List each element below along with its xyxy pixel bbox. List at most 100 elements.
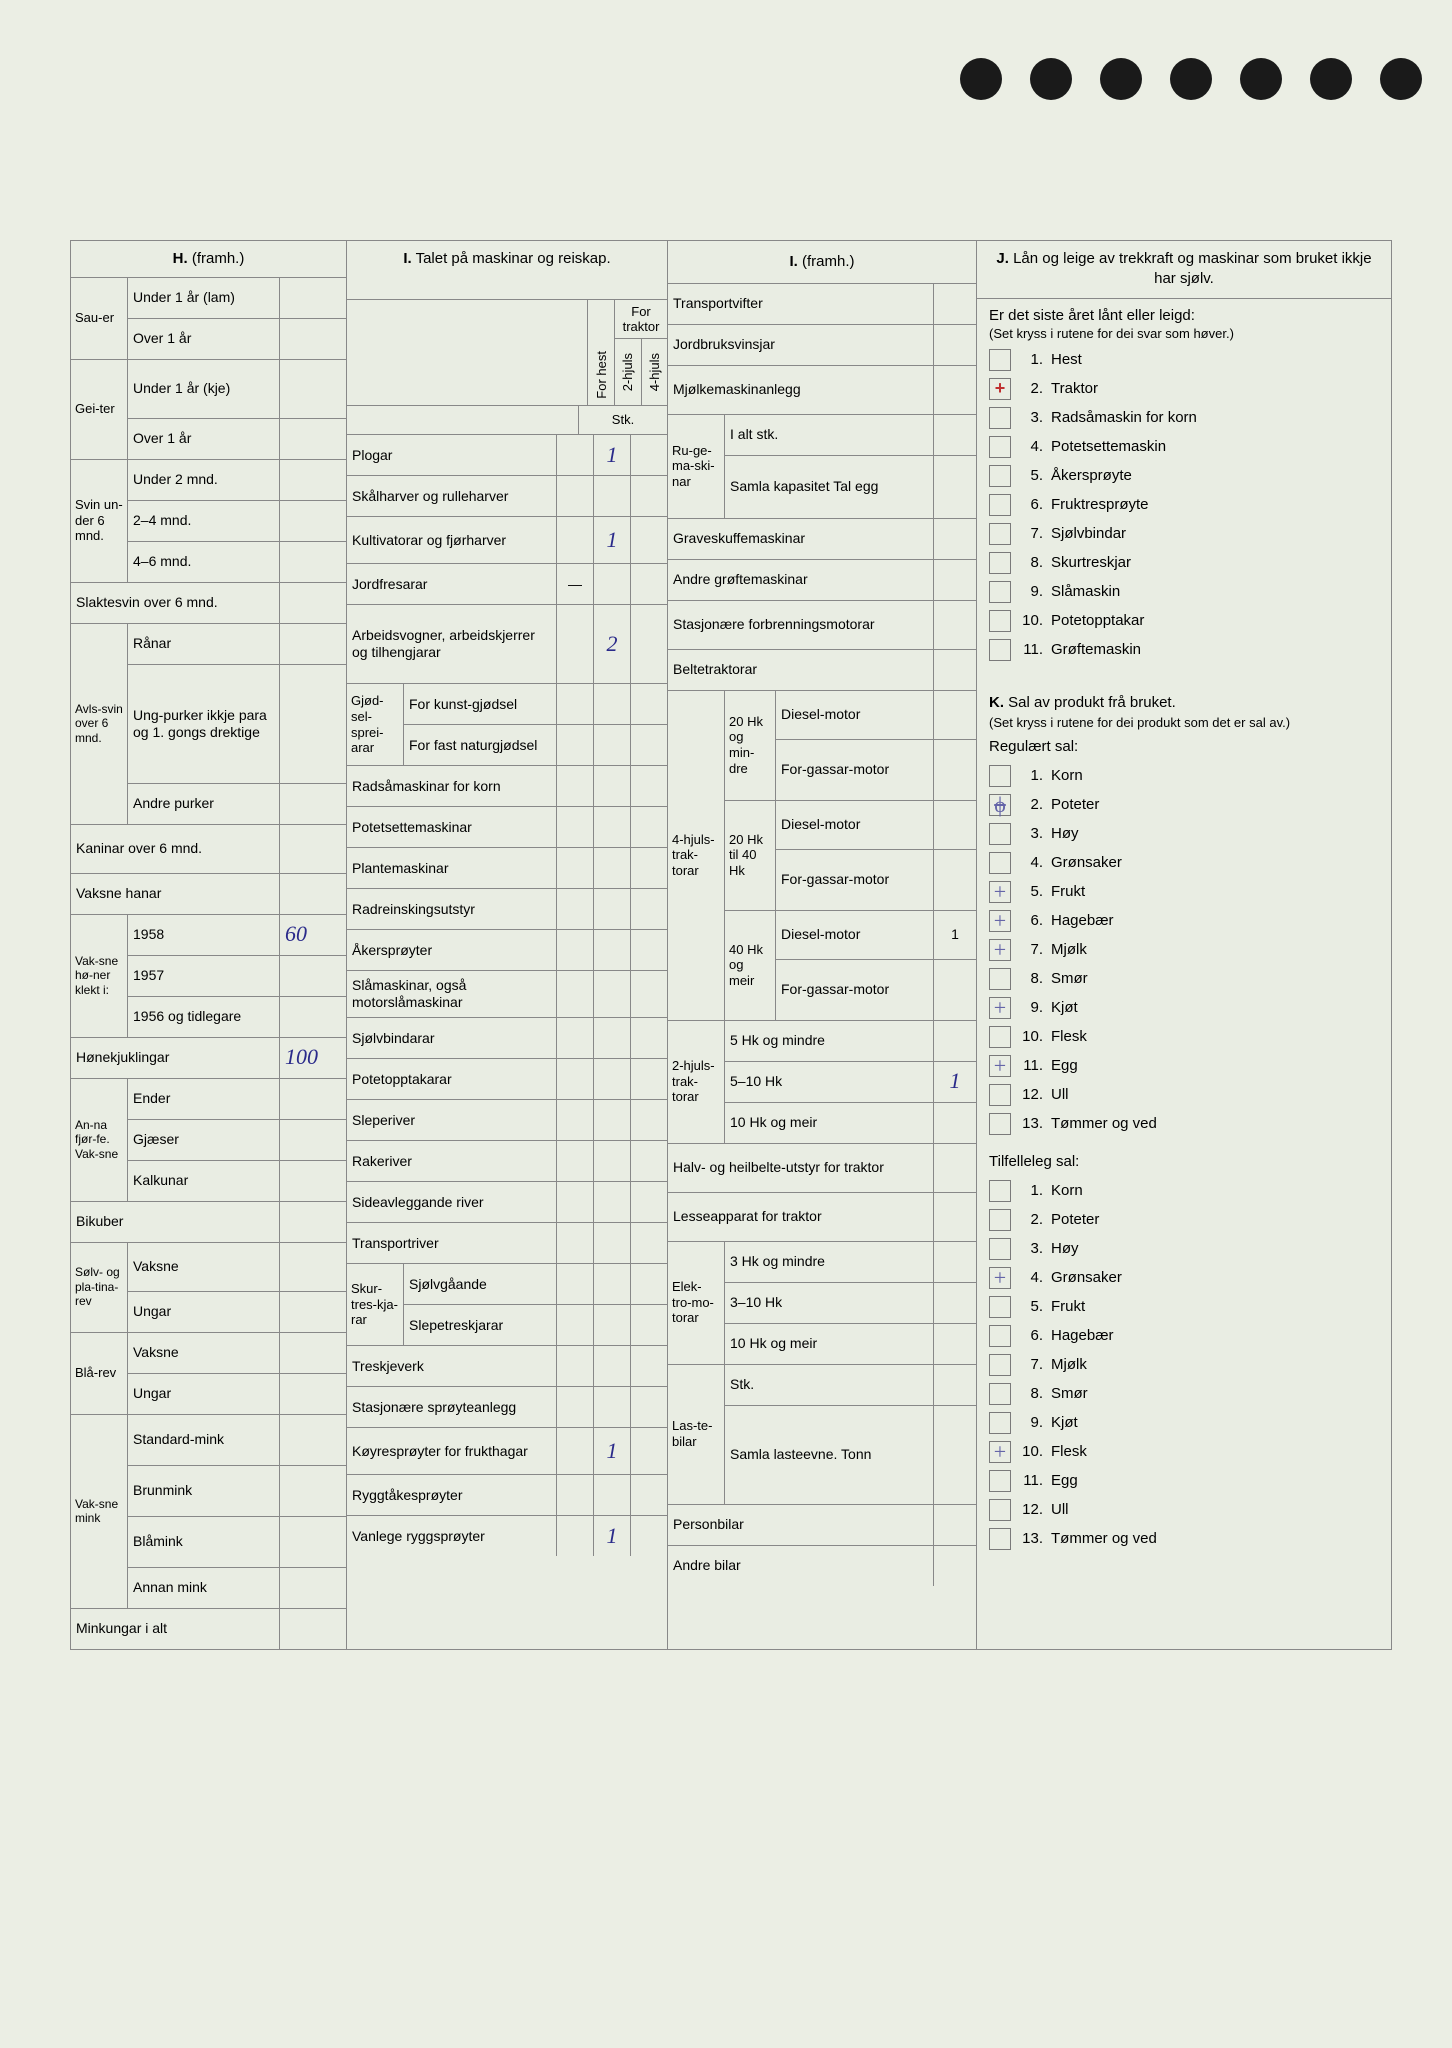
checkbox[interactable] (989, 1412, 1011, 1434)
checkbox[interactable] (989, 968, 1011, 990)
val[interactable] (594, 889, 631, 929)
val[interactable] (594, 1387, 631, 1427)
val[interactable] (557, 1100, 594, 1140)
val[interactable] (631, 1516, 667, 1556)
checkbox[interactable] (989, 852, 1011, 874)
val[interactable] (557, 1059, 594, 1099)
val[interactable] (594, 807, 631, 847)
val[interactable] (280, 278, 346, 318)
val[interactable] (557, 930, 594, 970)
val[interactable] (934, 850, 976, 910)
checkbox[interactable] (989, 1180, 1011, 1202)
checkbox[interactable]: + (989, 378, 1011, 400)
val[interactable] (557, 766, 594, 806)
checkbox[interactable]: + (989, 1267, 1011, 1289)
val[interactable] (594, 564, 631, 604)
checkbox[interactable] (989, 1209, 1011, 1231)
val[interactable] (594, 1059, 631, 1099)
checkbox[interactable]: + (989, 1055, 1011, 1077)
val[interactable] (594, 1475, 631, 1515)
val[interactable] (557, 1475, 594, 1515)
val[interactable] (631, 725, 667, 765)
val[interactable] (557, 435, 594, 475)
honer-1958-val[interactable]: 60 (280, 915, 346, 955)
val[interactable] (557, 476, 594, 516)
val[interactable] (280, 1161, 346, 1201)
val[interactable] (594, 1223, 631, 1263)
val[interactable] (934, 740, 976, 800)
val[interactable] (280, 1243, 346, 1291)
h2r2-val[interactable]: 1 (934, 1062, 976, 1102)
checkbox[interactable]: + (989, 939, 1011, 961)
checkbox[interactable]: + (989, 910, 1011, 932)
val[interactable] (934, 801, 976, 849)
val[interactable] (934, 601, 976, 649)
val[interactable] (557, 1387, 594, 1427)
val[interactable]: 1 (594, 1516, 631, 1556)
val[interactable] (631, 1059, 667, 1099)
val[interactable] (280, 360, 346, 418)
val[interactable] (280, 1202, 346, 1242)
val[interactable] (934, 519, 976, 559)
val[interactable] (280, 1517, 346, 1567)
val[interactable] (557, 1305, 594, 1345)
checkbox[interactable]: + (989, 1441, 1011, 1463)
val[interactable] (631, 1141, 667, 1181)
val[interactable] (557, 1141, 594, 1181)
val[interactable] (280, 874, 346, 914)
val[interactable]: 1 (594, 435, 631, 475)
val[interactable] (631, 807, 667, 847)
val[interactable] (280, 501, 346, 541)
val[interactable] (280, 319, 346, 359)
val[interactable] (594, 684, 631, 724)
val[interactable] (557, 1346, 594, 1386)
val[interactable] (557, 684, 594, 724)
checkbox[interactable]: ϕ (989, 794, 1011, 816)
checkbox[interactable] (989, 581, 1011, 603)
val[interactable] (934, 1324, 976, 1364)
val[interactable] (934, 1406, 976, 1504)
checkbox[interactable] (989, 552, 1011, 574)
val[interactable] (594, 1305, 631, 1345)
val[interactable] (280, 460, 346, 500)
val[interactable] (934, 691, 976, 739)
val[interactable] (934, 1546, 976, 1586)
checkbox[interactable] (989, 465, 1011, 487)
val[interactable] (280, 542, 346, 582)
val[interactable] (280, 1292, 346, 1332)
checkbox[interactable] (989, 1238, 1011, 1260)
val[interactable] (594, 725, 631, 765)
val[interactable] (631, 684, 667, 724)
val[interactable] (557, 1264, 594, 1304)
checkbox[interactable] (989, 494, 1011, 516)
val[interactable] (631, 766, 667, 806)
checkbox[interactable]: + (989, 881, 1011, 903)
checkbox[interactable] (989, 349, 1011, 371)
val[interactable] (631, 1182, 667, 1222)
val[interactable] (280, 1120, 346, 1160)
checkbox[interactable] (989, 1325, 1011, 1347)
g3r1-val[interactable]: 1 (934, 911, 976, 959)
val[interactable] (631, 1100, 667, 1140)
val[interactable] (934, 366, 976, 414)
val[interactable] (934, 560, 976, 600)
val[interactable] (631, 476, 667, 516)
checkbox[interactable] (989, 1296, 1011, 1318)
checkbox[interactable] (989, 1084, 1011, 1106)
val[interactable] (557, 725, 594, 765)
checkbox[interactable] (989, 1026, 1011, 1048)
val[interactable] (594, 848, 631, 888)
val[interactable] (631, 1428, 667, 1474)
checkbox[interactable] (989, 1528, 1011, 1550)
val[interactable] (557, 605, 594, 683)
checkbox[interactable] (989, 639, 1011, 661)
val[interactable] (934, 415, 976, 455)
val[interactable] (631, 564, 667, 604)
val[interactable] (280, 825, 346, 873)
val[interactable] (280, 665, 346, 783)
val[interactable] (594, 1264, 631, 1304)
checkbox[interactable] (989, 1499, 1011, 1521)
val[interactable] (280, 624, 346, 664)
val[interactable] (280, 1609, 346, 1649)
val[interactable] (280, 1415, 346, 1465)
